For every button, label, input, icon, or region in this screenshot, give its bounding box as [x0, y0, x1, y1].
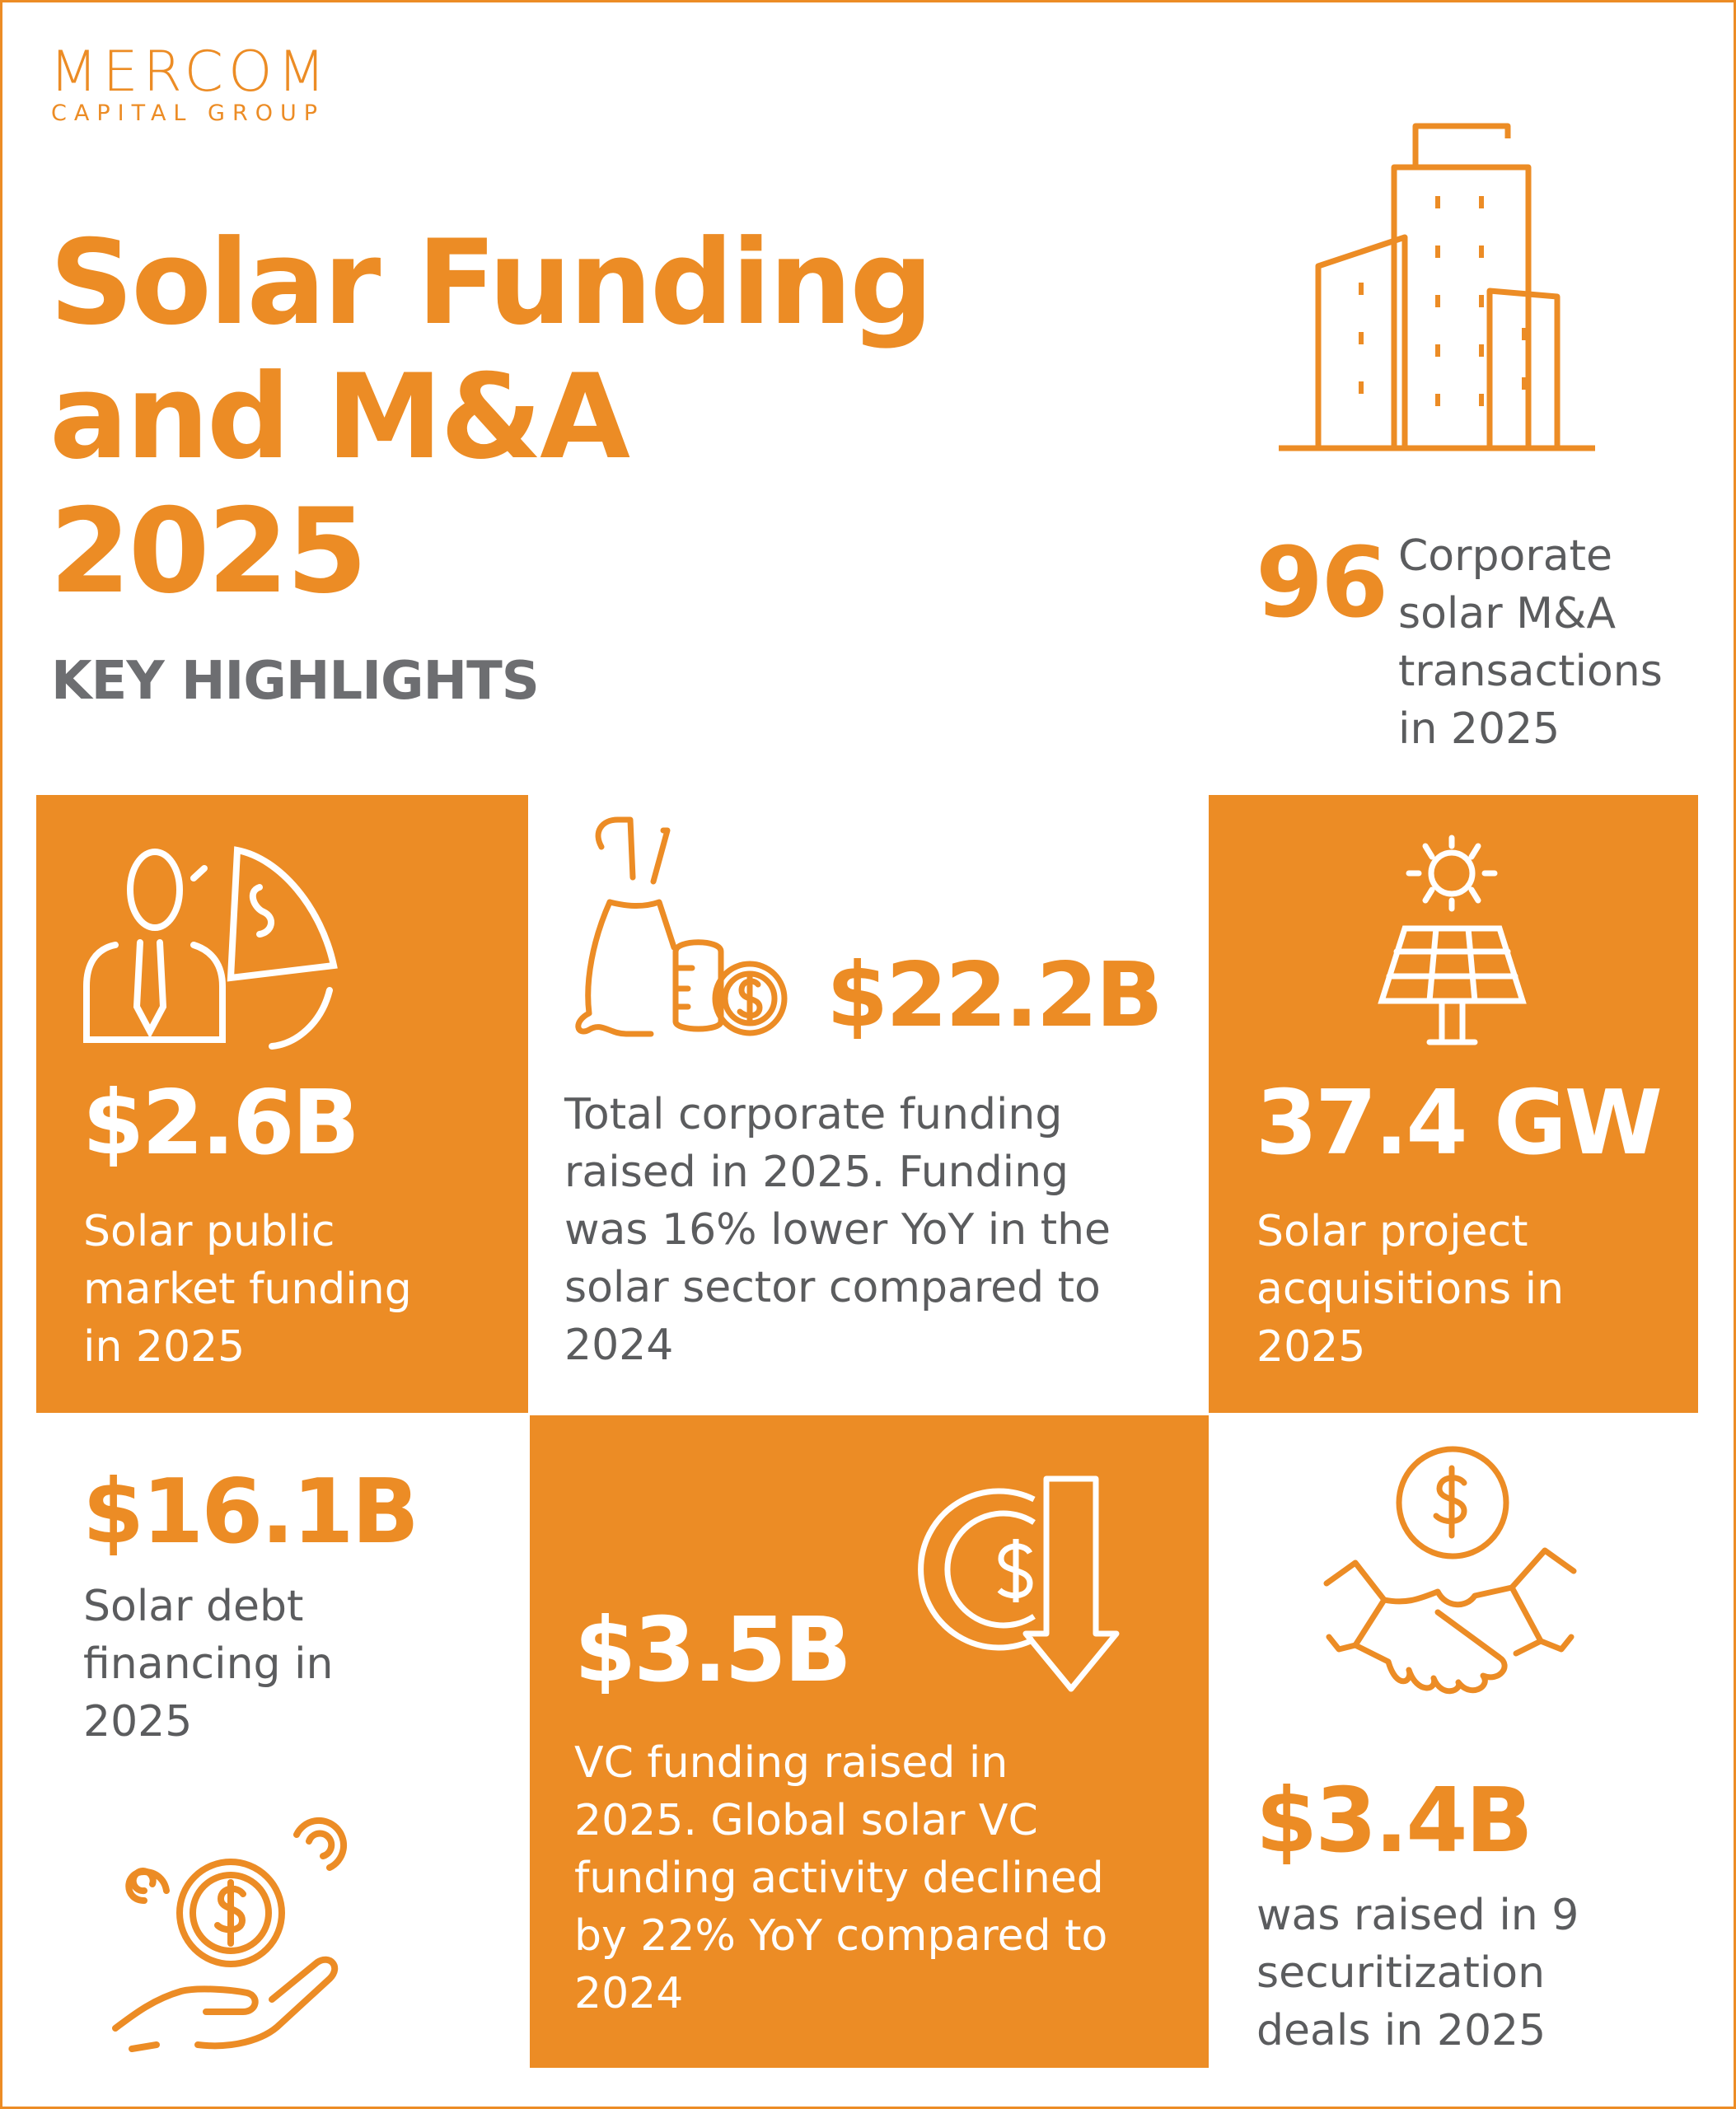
handshake-dollar-icon	[1323, 1446, 1577, 1695]
title-line: 2025	[49, 484, 367, 620]
text-line: VC funding raised in	[574, 1738, 1008, 1788]
securitization-value: $3.4B	[1256, 1770, 1533, 1873]
text-line: Solar public	[83, 1207, 335, 1256]
vc-text: VC funding raised in 2025. Global solar …	[574, 1734, 1107, 2022]
vc-value: $3.5B	[574, 1599, 852, 1702]
text-line: funding activity declined	[574, 1854, 1104, 1903]
text-line: solar sector compared to	[564, 1263, 1101, 1312]
public-funding-card	[36, 795, 528, 1413]
text-line: 2025	[1256, 1322, 1366, 1372]
text-line: acquisitions in	[1256, 1265, 1565, 1314]
key-highlights-heading: KEY HIGHLIGHTS	[51, 651, 540, 712]
securitization-text: was raised in 9 securitization deals in …	[1256, 1887, 1579, 2060]
text-line: by 22% YoY compared to	[574, 1911, 1108, 1961]
text-line: 2024	[564, 1321, 674, 1370]
text-line: in 2025	[1398, 704, 1561, 754]
text-line: raised in 2025. Funding	[564, 1148, 1069, 1197]
buildings-icon	[1279, 123, 1595, 451]
text-line: was 16% lower YoY in the	[564, 1205, 1111, 1255]
text-line: was raised in 9	[1256, 1891, 1579, 1940]
logo-subtitle: CAPITAL GROUP	[51, 101, 325, 126]
text-line: Solar project	[1256, 1207, 1528, 1256]
money-bag-coins-icon	[575, 816, 788, 1037]
text-line: Solar debt	[83, 1582, 304, 1631]
project-acquisitions-card	[1209, 795, 1698, 1413]
projects-value: 37.4 GW	[1256, 1072, 1663, 1175]
title-line: and M&A	[49, 349, 630, 485]
text-line: financing in	[83, 1639, 334, 1689]
page-title: Solar Funding and M&A 2025	[49, 215, 934, 620]
coin-down-arrow-icon	[918, 1475, 1120, 1692]
ma-text: Corporate solar M&A transactions in 2025	[1398, 527, 1663, 758]
text-line: securitization	[1256, 1948, 1546, 1998]
text-line: Total corporate funding	[564, 1090, 1063, 1139]
logo-mercom: MERCOM	[49, 40, 331, 105]
text-line: solar M&A	[1398, 589, 1617, 638]
ma-value: 96	[1256, 526, 1388, 639]
hand-coins-icon	[112, 1817, 348, 2052]
title-line: Solar Funding	[49, 215, 934, 351]
text-line: 2025	[83, 1697, 193, 1747]
debt-text: Solar debt financing in 2025	[83, 1578, 333, 1751]
text-line: deals in 2025	[1256, 2006, 1546, 2055]
text-line: 2025. Global solar VC	[574, 1796, 1038, 1845]
debt-value: $16.1B	[82, 1461, 419, 1564]
text-line: market funding	[83, 1265, 412, 1314]
text-line: 2024	[574, 1969, 684, 2018]
public-text: Solar public market funding in 2025	[83, 1203, 412, 1376]
text-line: in 2025	[83, 1322, 246, 1372]
corporate-text: Total corporate funding raised in 2025. …	[564, 1086, 1111, 1374]
corporate-value: $22.2B	[826, 944, 1163, 1047]
solar-panel-sun-icon	[1378, 835, 1527, 1045]
public-value: $2.6B	[82, 1072, 360, 1175]
projects-text: Solar project acquisitions in 2025	[1256, 1203, 1564, 1376]
text-line: transactions	[1398, 647, 1663, 696]
businessman-pie-chart-icon	[83, 846, 338, 1050]
text-line: Corporate	[1398, 531, 1612, 581]
